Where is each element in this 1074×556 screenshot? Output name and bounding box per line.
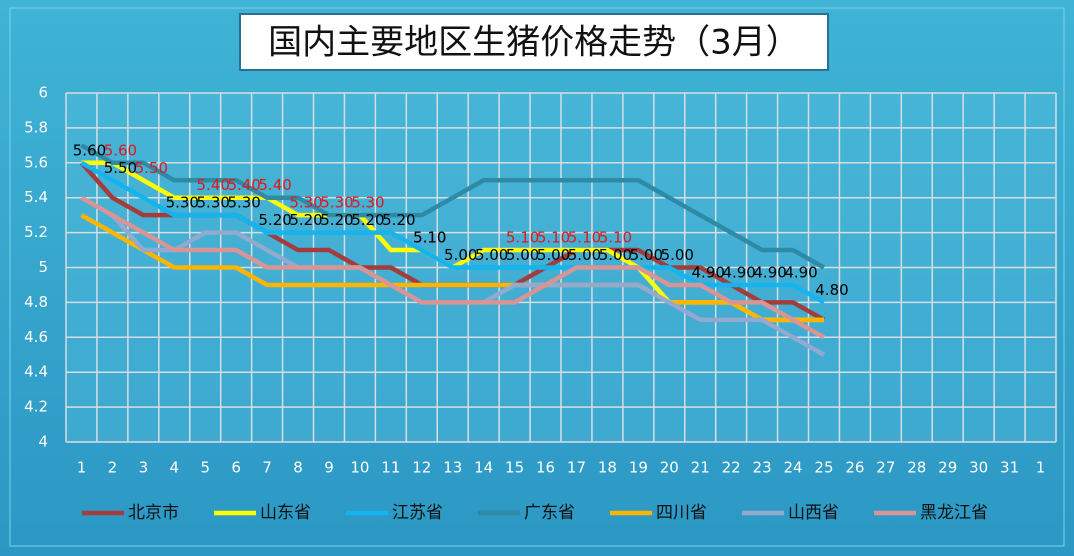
data-label: 5.30 (166, 194, 199, 212)
data-label: 5.00 (630, 246, 663, 264)
data-label: 5.20 (258, 211, 291, 229)
x-tick-label: 8 (293, 459, 303, 477)
y-tick-label: 5 (38, 258, 48, 276)
data-label: 5.60 (104, 141, 137, 159)
x-tick-label: 7 (262, 459, 272, 477)
series-line (80, 213, 824, 323)
x-tick-label: 3 (139, 459, 149, 477)
data-label: 4.90 (753, 263, 786, 281)
x-tick-label: 17 (567, 459, 586, 477)
data-label: 5.50 (135, 159, 168, 177)
x-tick-label: 28 (907, 459, 926, 477)
title-box (239, 13, 829, 71)
data-label: 5.00 (506, 246, 539, 264)
y-tick-label: 4 (38, 433, 48, 451)
data-label: 4.90 (784, 263, 817, 281)
x-tick-label: 2 (108, 459, 118, 477)
data-label: 5.30 (289, 194, 322, 212)
x-tick-label: 26 (845, 459, 864, 477)
x-tick-label: 24 (783, 459, 802, 477)
y-tick-label: 5.2 (24, 223, 48, 241)
x-tick-label: 1 (1036, 459, 1046, 477)
y-tick-label: 4.6 (24, 328, 48, 346)
data-label: 5.20 (289, 211, 322, 229)
x-tick-label: 12 (412, 459, 431, 477)
data-label: 5.20 (320, 211, 353, 229)
data-label: 5.10 (506, 229, 539, 247)
data-label: 4.90 (692, 263, 725, 281)
x-tick-label: 15 (505, 459, 524, 477)
y-tick-label: 4.4 (24, 363, 48, 381)
x-tick-label: 1 (77, 459, 87, 477)
data-label: 5.30 (227, 194, 260, 212)
x-tick-label: 13 (443, 459, 462, 477)
data-label: 5.20 (351, 211, 384, 229)
data-label: 5.30 (197, 194, 230, 212)
legend-label: 山东省 (260, 503, 311, 523)
y-tick-label: 5.6 (24, 153, 48, 171)
legend-label: 黑龙江省 (920, 503, 988, 523)
series-line (80, 143, 826, 270)
legend-label: 江苏省 (392, 503, 443, 523)
legend-label: 广东省 (524, 503, 575, 523)
x-tick-label: 16 (536, 459, 555, 477)
x-tick-label: 30 (969, 459, 988, 477)
data-label: 5.30 (351, 194, 384, 212)
y-tick-label: 5.4 (24, 188, 48, 206)
data-label: 5.00 (661, 246, 694, 264)
x-tick-label: 31 (1000, 459, 1019, 477)
x-tick-label: 21 (691, 459, 710, 477)
series-line (80, 195, 826, 340)
data-label: 5.10 (599, 229, 632, 247)
data-label: 5.20 (382, 211, 415, 229)
data-label: 5.10 (568, 229, 601, 247)
x-tick-label: 11 (381, 459, 400, 477)
x-tick-label: 19 (629, 459, 648, 477)
x-tick-label: 14 (474, 459, 493, 477)
legend-label: 四川省 (656, 503, 707, 523)
data-label: 5.00 (599, 246, 632, 264)
data-label: 4.90 (722, 263, 755, 281)
data-label: 5.00 (568, 246, 601, 264)
chart-border (9, 7, 1065, 547)
x-tick-label: 5 (200, 459, 210, 477)
y-tick-label: 4.2 (24, 398, 48, 416)
y-tick-label: 6 (38, 84, 48, 102)
x-tick-label: 25 (814, 459, 833, 477)
x-tick-label: 9 (324, 459, 334, 477)
data-label: 5.10 (413, 229, 446, 247)
x-tick-label: 27 (876, 459, 895, 477)
x-tick-label: 22 (722, 459, 741, 477)
data-label: 5.40 (197, 176, 230, 194)
data-label: 5.50 (104, 159, 137, 177)
data-label: 5.60 (73, 141, 106, 159)
data-label: 5.40 (227, 176, 260, 194)
x-tick-label: 29 (938, 459, 957, 477)
chart-title: 国内主要地区生猪价格走势（3月） (268, 23, 800, 63)
x-tick-label: 6 (231, 459, 241, 477)
data-label: 5.10 (537, 229, 570, 247)
x-tick-label: 4 (170, 459, 180, 477)
x-tick-label: 20 (660, 459, 679, 477)
y-tick-label: 5.8 (24, 118, 48, 136)
data-label: 5.00 (444, 246, 477, 264)
data-label: 4.80 (815, 281, 848, 299)
x-tick-label: 10 (350, 459, 369, 477)
x-tick-label: 23 (753, 459, 772, 477)
legend-label: 山西省 (788, 503, 839, 523)
legend-label: 北京市 (128, 503, 179, 523)
data-label: 5.30 (320, 194, 353, 212)
data-label: 5.00 (537, 246, 570, 264)
data-label: 5.10 (413, 229, 446, 247)
data-label: 5.40 (258, 176, 291, 194)
x-tick-label: 18 (598, 459, 617, 477)
data-label: 5.00 (475, 246, 508, 264)
y-tick-label: 4.8 (24, 293, 48, 311)
